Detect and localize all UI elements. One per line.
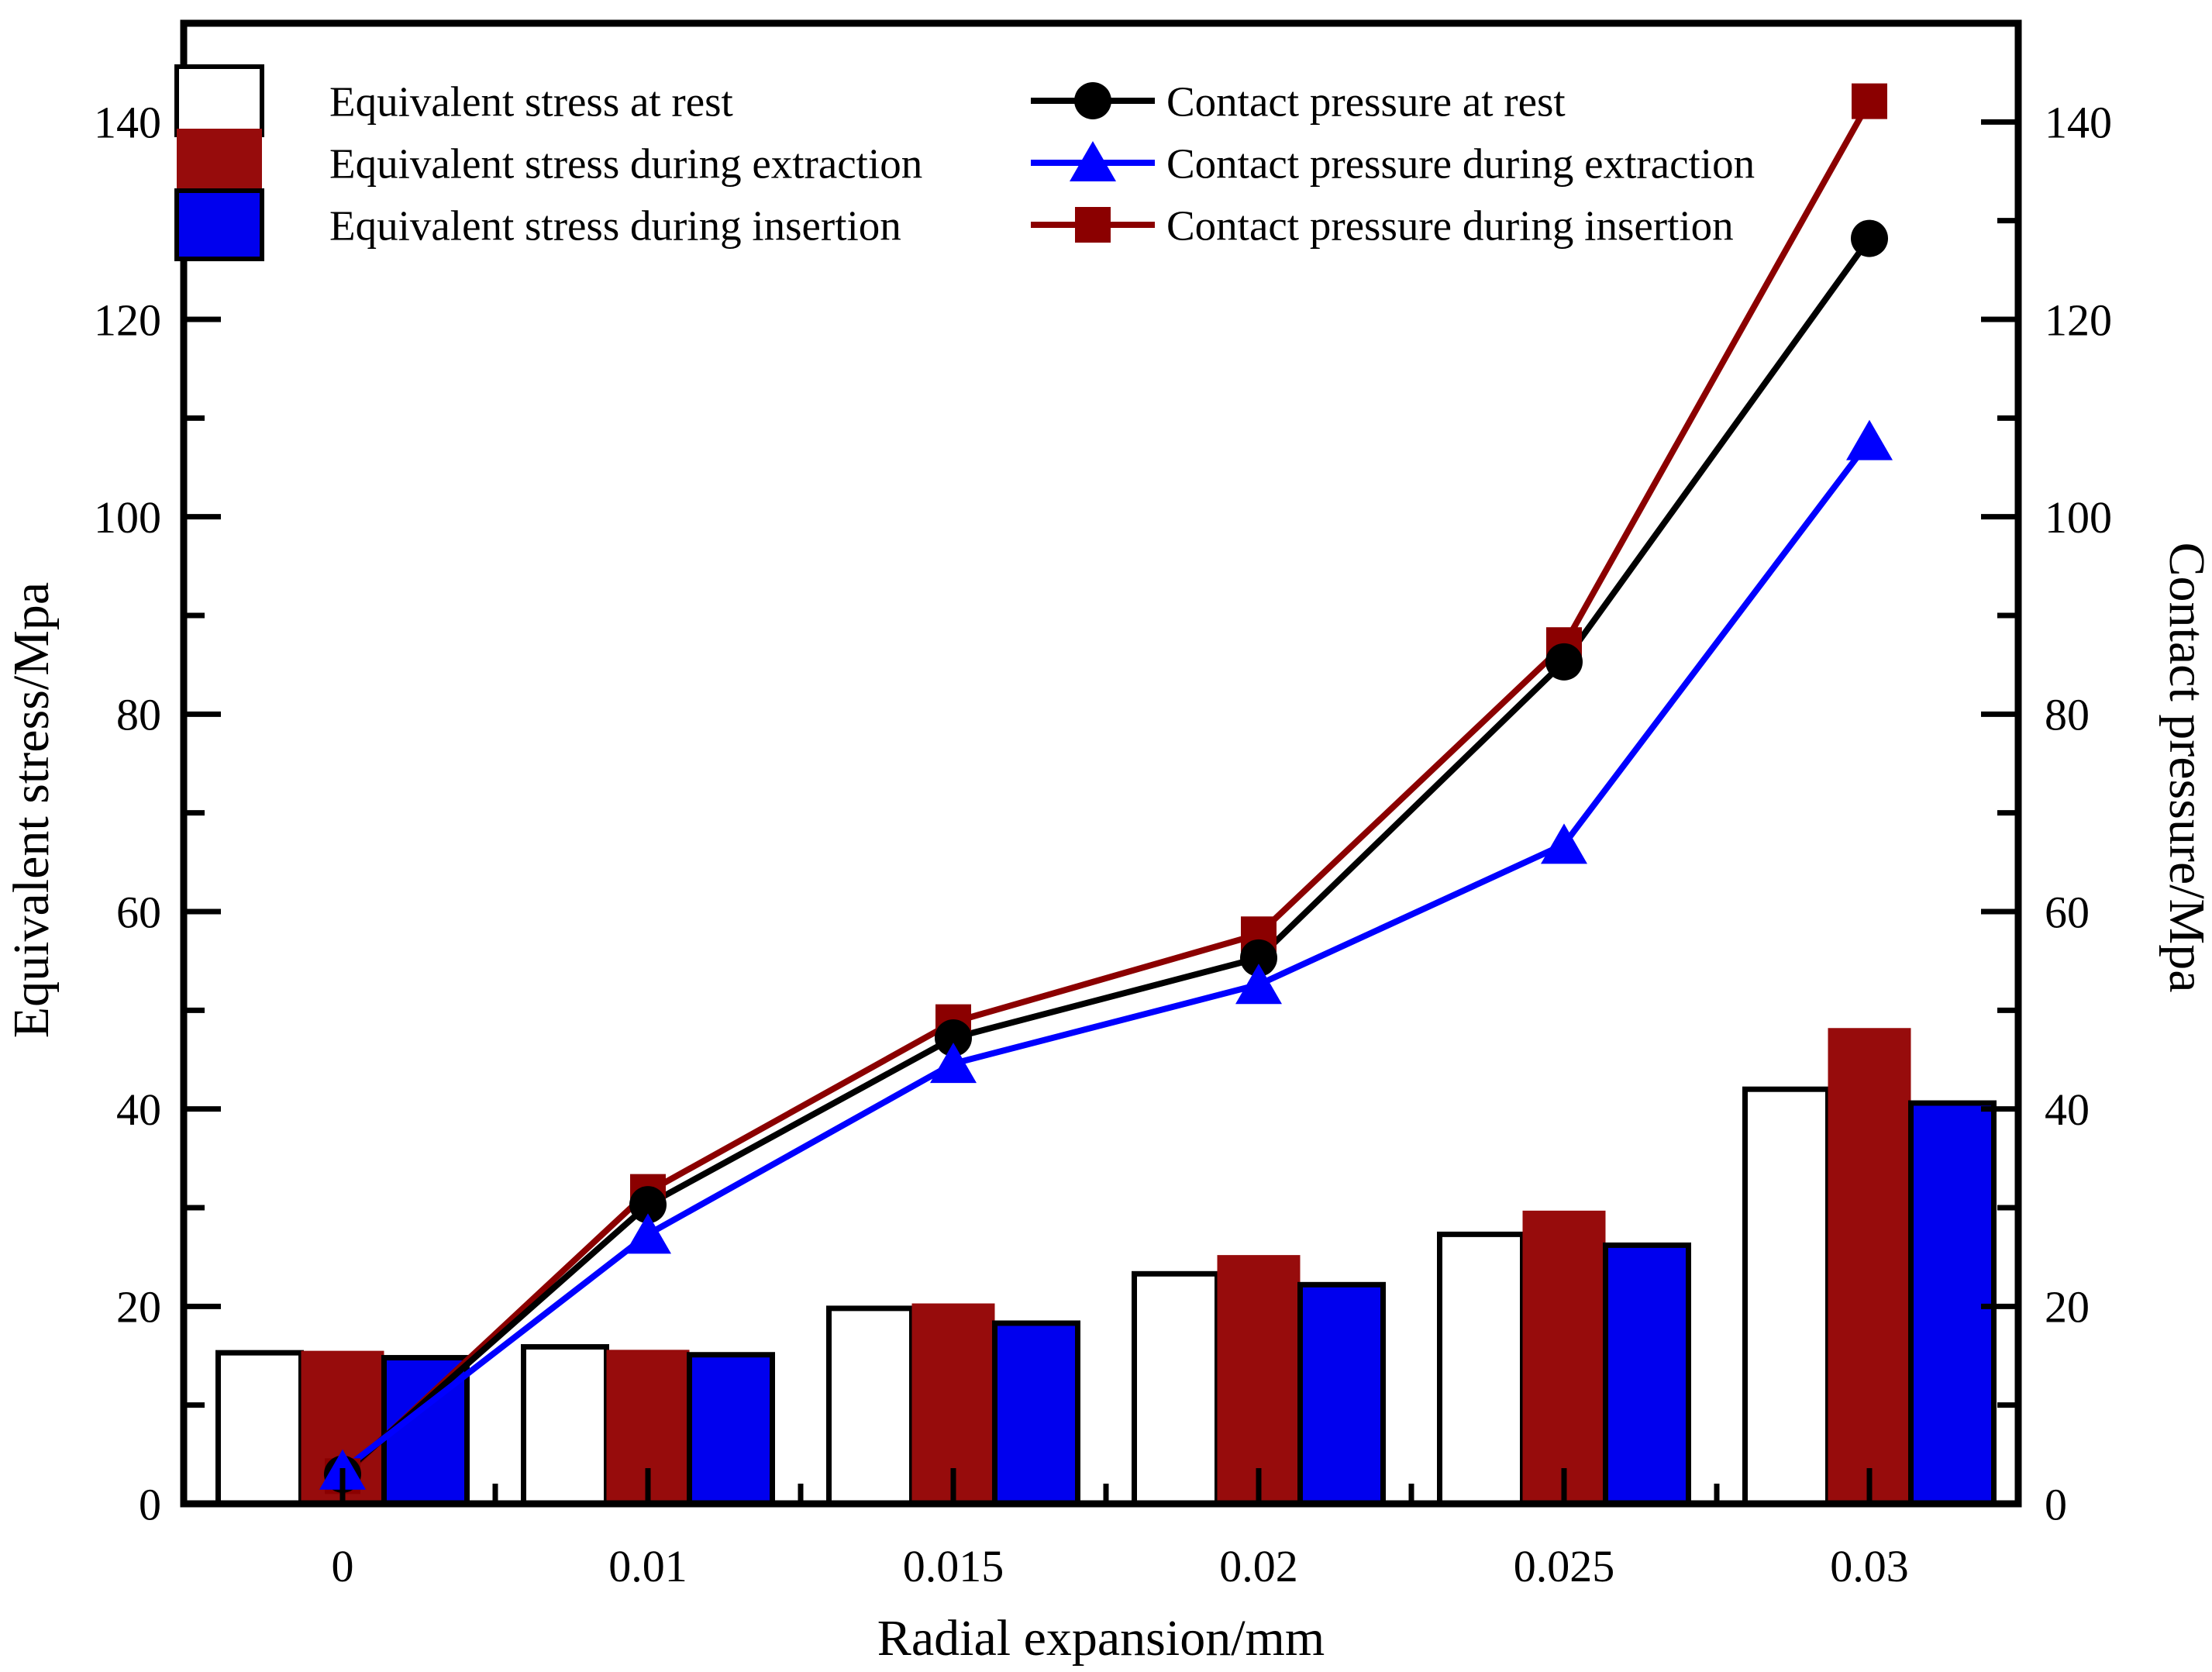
bar-insertion-0.02 xyxy=(1297,1281,1386,1507)
legend-label: Equivalent stress during extraction xyxy=(329,140,922,187)
x-tick-label: 0.03 xyxy=(1830,1541,1909,1591)
y-right-tick-label: 120 xyxy=(2045,295,2112,345)
bar-insertion-0.03 xyxy=(1908,1100,1997,1507)
y-right-tick-label: 80 xyxy=(2045,690,2090,740)
legend-label: Equivalent stress during insertion xyxy=(329,202,901,249)
x-tick-label: 0.02 xyxy=(1219,1541,1298,1591)
line-triangle xyxy=(340,439,1873,1473)
y-axis-right-title: Contact pressure/Mpa xyxy=(2159,542,2212,992)
line-markers xyxy=(319,83,1893,1494)
triangle-marker xyxy=(1541,823,1587,864)
y-left-tick-labels: 0 20 40 60 80 100 120 140 xyxy=(94,98,161,1530)
legend-label: Contact pressure during insertion xyxy=(1166,202,1734,249)
bar-rest-0.015 xyxy=(826,1305,915,1507)
y-axis-left-title: Equivalent stress/Mpa xyxy=(3,582,60,1038)
line-square xyxy=(340,99,1873,1479)
x-tick-labels: 0 0.01 0.015 0.02 0.025 0.03 xyxy=(332,1541,1909,1591)
triangle-marker xyxy=(1235,964,1282,1005)
line-series xyxy=(340,99,1873,1479)
y-left-tick-label: 40 xyxy=(116,1084,161,1135)
legend-swatch-box-darkred xyxy=(177,129,262,197)
circle-marker xyxy=(1240,939,1277,977)
circle-marker xyxy=(1545,643,1583,681)
x-tick-label: 0.01 xyxy=(608,1541,687,1591)
legend-circle-marker xyxy=(1074,82,1111,119)
legend: Equivalent stress at rest Equivalent stre… xyxy=(174,64,1755,261)
y-left-tick-label: 60 xyxy=(116,887,161,937)
y-right-tick-label: 20 xyxy=(2045,1282,2090,1332)
square-marker xyxy=(1852,83,1887,119)
y-right-tick-label: 100 xyxy=(2045,492,2112,543)
bar-extraction-0.025 xyxy=(1522,1210,1606,1504)
y-right-tick-label: 40 xyxy=(2045,1084,2090,1135)
bar-rest-0.01 xyxy=(521,1344,609,1507)
y-right-tick-label: 140 xyxy=(2045,98,2112,148)
y-left-tick-label: 80 xyxy=(116,690,161,740)
y-left-tick-label: 140 xyxy=(94,98,161,148)
y-left-tick-label: 0 xyxy=(139,1479,161,1529)
x-tick-label: 0 xyxy=(332,1541,354,1591)
triangle-marker xyxy=(1846,419,1893,460)
bar-rest-0 xyxy=(215,1350,304,1507)
bar-insertion-0.01 xyxy=(687,1352,775,1507)
bar-insertion-0.015 xyxy=(992,1320,1080,1507)
plot-frame xyxy=(180,19,2022,1508)
bar-extraction-0.03 xyxy=(1828,1028,1911,1504)
triangle-marker xyxy=(625,1213,671,1254)
legend-swatch-box-blue xyxy=(174,188,264,261)
bar-insertion-0.025 xyxy=(1603,1242,1691,1507)
legend-swatch-box-white xyxy=(174,64,264,137)
legend-square-marker xyxy=(1075,207,1111,243)
y-right-tick-label: 0 xyxy=(2045,1479,2067,1529)
triangle-marker xyxy=(930,1043,977,1084)
legend-label: Contact pressure at rest xyxy=(1166,78,1566,125)
legend-label: Contact pressure during extraction xyxy=(1166,140,1755,187)
bar-rest-0.02 xyxy=(1132,1270,1220,1507)
x-tick-label: 0.015 xyxy=(903,1541,1004,1591)
y-left-tick-label: 100 xyxy=(94,492,161,543)
bar-rest-0.03 xyxy=(1742,1086,1831,1507)
y-right-tick-labels: 0 20 40 60 80 100 120 140 xyxy=(2045,98,2112,1530)
legend-label: Equivalent stress at rest xyxy=(329,78,733,125)
y-right-tick-label: 60 xyxy=(2045,887,2090,937)
circle-marker xyxy=(935,1019,972,1057)
x-tick-label: 0.025 xyxy=(1514,1541,1615,1591)
line-circle xyxy=(340,236,1873,1477)
legend-triangle-marker xyxy=(1070,141,1116,181)
circle-marker xyxy=(1851,219,1888,257)
y-left-tick-label: 20 xyxy=(116,1282,161,1332)
y-left-tick-label: 120 xyxy=(94,295,161,345)
bar-extraction-0.02 xyxy=(1217,1255,1301,1504)
x-axis-title: Radial expansion/mm xyxy=(877,1610,1325,1667)
bar-rest-0.025 xyxy=(1437,1231,1525,1507)
circle-marker xyxy=(629,1186,667,1224)
